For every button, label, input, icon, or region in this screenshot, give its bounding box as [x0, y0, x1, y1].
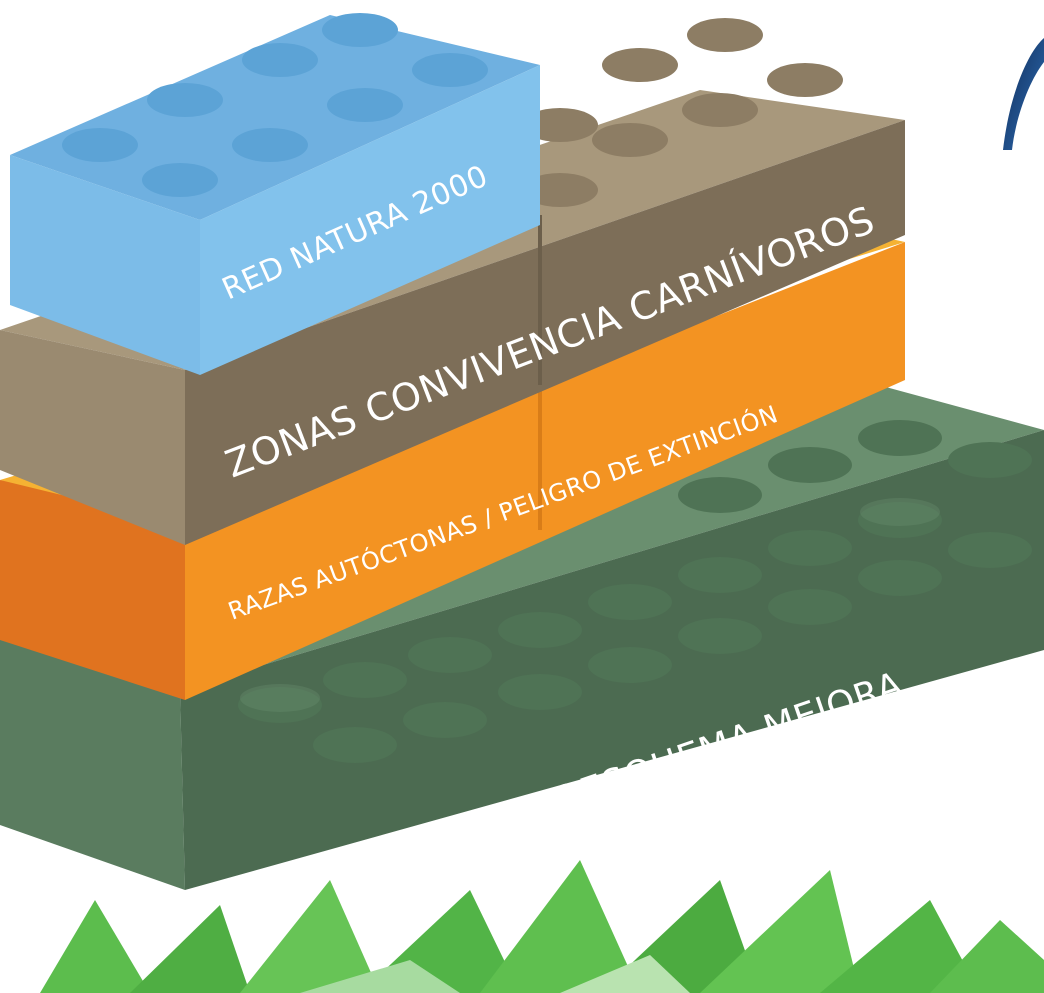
grass-decoration	[40, 860, 1044, 993]
brick-red-natura-studs	[62, 13, 488, 197]
brick-ecoesquema-studs	[238, 420, 1032, 763]
decorative-arc	[1003, 38, 1044, 150]
brick-zonas-studs	[522, 18, 843, 207]
brick-red-natura: RED NATURA 2000	[10, 13, 540, 375]
